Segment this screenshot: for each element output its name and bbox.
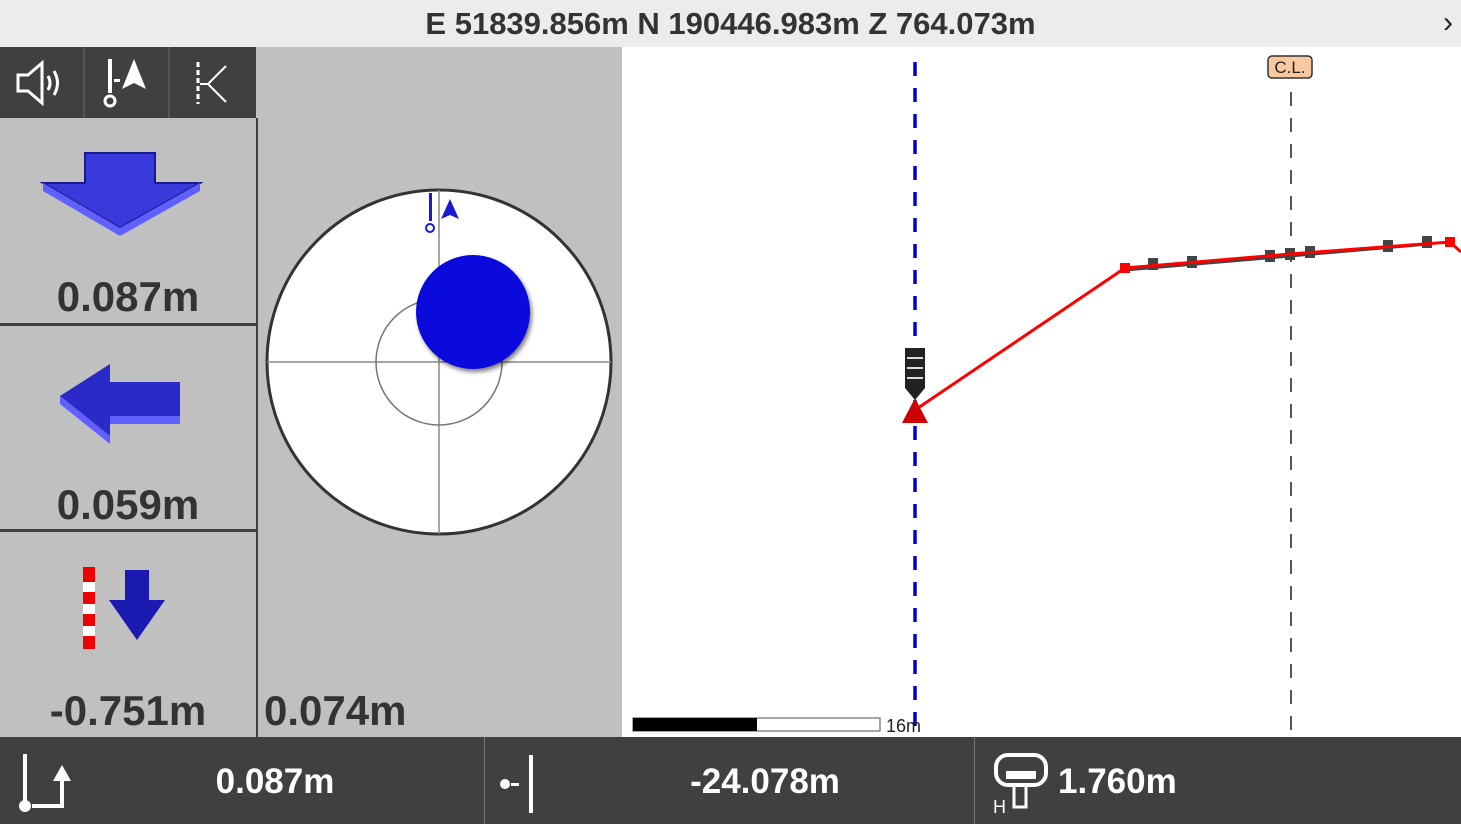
speaker-button[interactable] — [0, 47, 85, 118]
horizontal-offset-value: -24.078m — [690, 762, 840, 801]
rover-pole-icon — [905, 348, 925, 400]
antenna-height-prefix: H — [993, 797, 1006, 817]
antenna-height-value[interactable]: 1.760m — [1058, 762, 1177, 801]
design-point — [1445, 237, 1455, 247]
cross-section-canvas: C.L. 16m — [632, 55, 1461, 736]
bullseye-distance: 0.074m — [264, 687, 407, 734]
position-target — [416, 255, 530, 369]
design-point — [1120, 263, 1130, 273]
antenna-height-icon[interactable] — [990, 751, 1052, 817]
left-right-value: 0.059m — [56, 481, 200, 528]
north-arrow-icon — [425, 193, 459, 233]
forward-value: 0.087m — [56, 273, 200, 320]
centerline-badge — [1267, 55, 1313, 79]
alignment-offset-icon — [196, 61, 227, 104]
cut-fill-value: -0.751m — [49, 687, 207, 734]
pole-north-arrow-icon — [103, 58, 146, 107]
chevron-right-icon[interactable]: › — [1443, 6, 1453, 39]
forward-panel: 0.087m — [0, 118, 256, 326]
toolbar — [0, 47, 256, 118]
vertical-offset-value: 0.087m — [215, 762, 335, 801]
cut-fill-panel: -0.751m — [0, 532, 256, 738]
status-bar: 0.087m -24.078m H 1.760m — [0, 737, 1461, 824]
bullseye — [265, 188, 613, 536]
arrow-down-icon — [40, 152, 204, 236]
horizontal-offset-icon — [500, 755, 533, 813]
coordinates: E 51839.856m N 190446.983m Z 764.073m — [425, 5, 1036, 41]
vertical-offset-icon — [19, 754, 71, 812]
arrow-left-icon — [60, 364, 180, 444]
cross-section-view[interactable]: C.L. 16m — [622, 47, 1461, 737]
divider — [256, 118, 258, 738]
coordinate-bar: E 51839.856m N 190446.983m Z 764.073m — [0, 0, 1461, 47]
left-right-panel: 0.059m — [0, 326, 256, 532]
station-marker-icon — [902, 398, 928, 423]
pole-arrow-down-icon — [83, 567, 165, 649]
scale-label: 16m — [886, 716, 921, 736]
centerline-label: C.L. — [1274, 58, 1305, 77]
alignment-button[interactable] — [170, 47, 255, 118]
orientation-button[interactable] — [85, 47, 170, 118]
speaker-icon — [16, 59, 59, 106]
